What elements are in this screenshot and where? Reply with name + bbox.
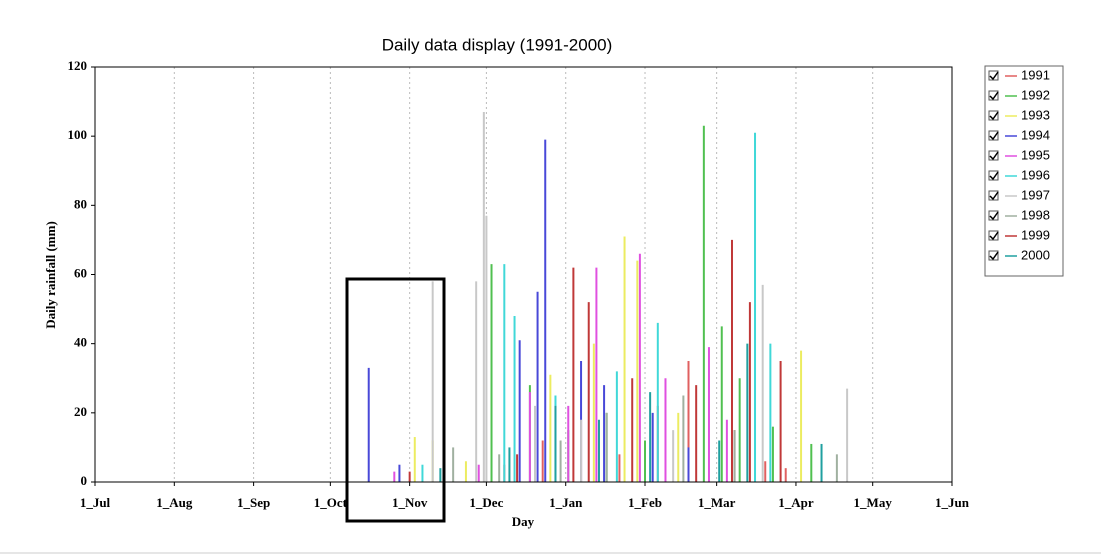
y-axis-label: Daily rainfall (mm)	[43, 221, 58, 329]
legend-check	[989, 111, 999, 121]
y-tick-label: 20	[74, 404, 87, 419]
plot-frame	[94, 66, 953, 483]
legend-check	[989, 251, 999, 261]
x-tick-label: 1_Jun	[935, 495, 970, 510]
legend-check	[989, 91, 999, 101]
legend-checkbox[interactable]	[988, 110, 999, 121]
legend-checkbox[interactable]	[988, 70, 999, 81]
legend-label: 1995	[1021, 147, 1050, 162]
y-tick-label: 0	[81, 473, 88, 488]
x-tick-label: 1_May	[854, 495, 893, 510]
legend-label: 1991	[1021, 67, 1050, 82]
x-axis-label: Day	[512, 514, 535, 529]
legend-checkbox[interactable]	[988, 250, 999, 261]
legend-check	[989, 131, 999, 141]
legend-check	[989, 211, 999, 221]
legend-label: 1994	[1021, 127, 1050, 142]
x-tick-label: 1_Sep	[237, 495, 270, 510]
chart-title: Daily data display (1991-2000)	[382, 35, 613, 54]
y-tick-label: 100	[68, 127, 88, 142]
legend-check	[989, 71, 999, 81]
highlight-box	[345, 277, 446, 523]
x-tick-label: 1_Nov	[392, 495, 428, 510]
y-tick-label: 80	[74, 196, 87, 211]
x-tick-label: 1_Mar	[698, 495, 736, 510]
legend-label: 1996	[1021, 167, 1050, 182]
x-tick-label: 1_Dec	[469, 495, 503, 510]
x-tick-label: 1_Feb	[628, 495, 662, 510]
legend-label: 1992	[1021, 87, 1050, 102]
legend-label: 1993	[1021, 107, 1050, 122]
legend-checkbox[interactable]	[988, 230, 999, 241]
y-tick-label: 40	[74, 335, 87, 350]
legend-checkbox[interactable]	[988, 210, 999, 221]
legend-checkbox[interactable]	[988, 90, 999, 101]
legend-check	[989, 171, 999, 181]
legend-label: 1997	[1021, 187, 1050, 202]
legend-check	[989, 151, 999, 161]
legend-checkbox[interactable]	[988, 170, 999, 181]
y-tick-label: 120	[68, 58, 88, 73]
y-tick-label: 60	[74, 265, 87, 280]
legend-checkbox[interactable]	[988, 190, 999, 201]
legend-checkbox[interactable]	[988, 130, 999, 141]
x-tick-label: 1_Oct	[314, 495, 348, 510]
legend-label: 1998	[1021, 207, 1050, 222]
legend-check	[989, 191, 999, 201]
plot-area	[94, 67, 953, 482]
x-tick-label: 1_Aug	[156, 495, 193, 510]
x-tick-label: 1_Apr	[778, 495, 814, 510]
legend-check	[989, 231, 999, 241]
legend-label: 1999	[1021, 227, 1050, 242]
legend-label: 2000	[1021, 247, 1050, 262]
x-tick-label: 1_Jul	[80, 495, 111, 510]
legend-checkbox[interactable]	[988, 150, 999, 161]
x-tick-label: 1_Jan	[549, 495, 583, 510]
